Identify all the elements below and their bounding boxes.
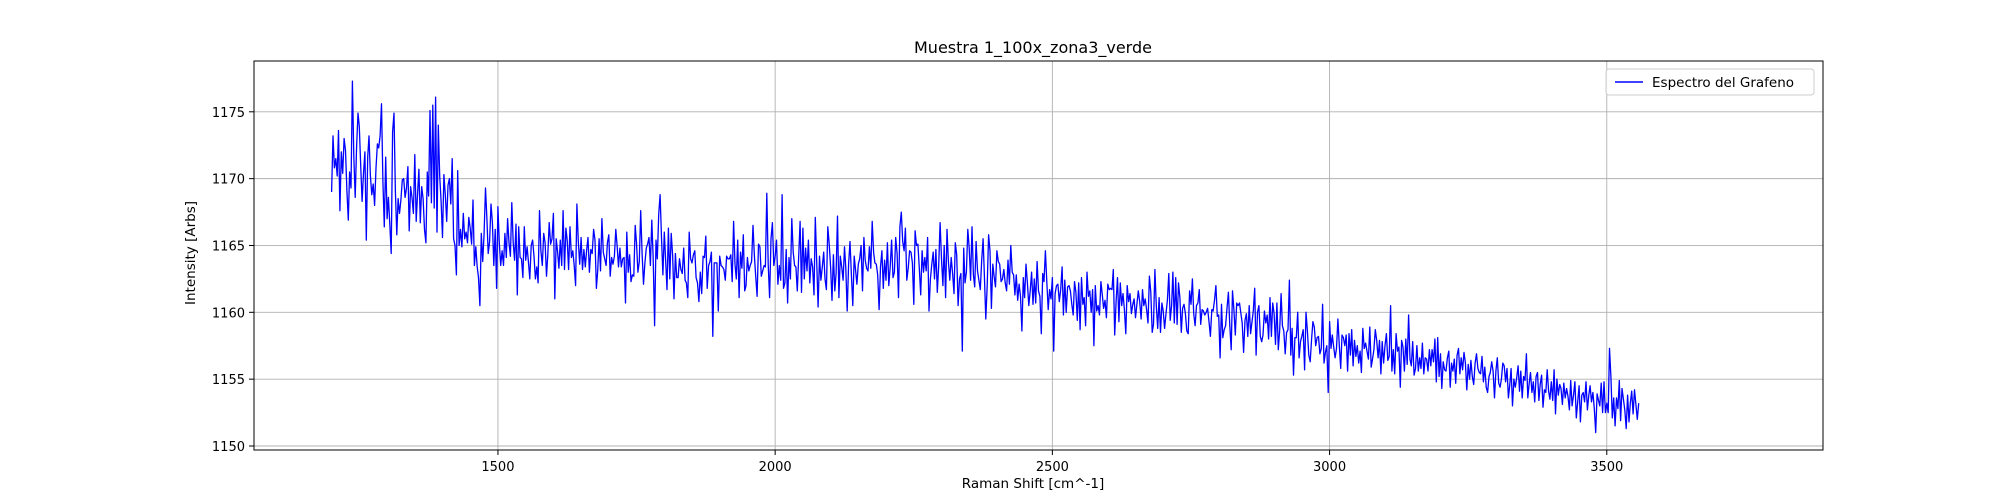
y-axis: 1150 1155 1160 1165 1170 1175	[212, 106, 254, 455]
series-line	[330, 80, 1640, 434]
chart-title: Muestra 1_100x_zona3_verde	[914, 38, 1152, 58]
x-tick-label: 3000	[1313, 460, 1346, 475]
legend-box	[1605, 68, 1815, 96]
x-axis: 1500 2000 2500 3000 3500	[481, 450, 1623, 475]
legend: Espectro del Grafeno	[1605, 68, 1815, 96]
y-tick-label: 1175	[212, 106, 245, 121]
y-tick-label: 1155	[212, 373, 245, 388]
y-tick-label: 1165	[212, 239, 245, 254]
y-tick-label: 1160	[212, 306, 245, 321]
x-tick-label: 2000	[759, 460, 792, 475]
plot-area	[253, 60, 1824, 451]
x-tick-label: 3500	[1590, 460, 1623, 475]
y-tick-label: 1170	[212, 173, 245, 188]
x-tick-label: 2500	[1036, 460, 1069, 475]
series-layer	[330, 80, 1640, 434]
y-tick-label: 1150	[212, 440, 245, 455]
x-axis-label: Raman Shift [cm^-1]	[962, 476, 1104, 492]
y-axis-label: Intensity [Arbs]	[183, 201, 199, 305]
x-tick-label: 1500	[481, 460, 514, 475]
legend-label: Espectro del Grafeno	[1652, 75, 1794, 91]
